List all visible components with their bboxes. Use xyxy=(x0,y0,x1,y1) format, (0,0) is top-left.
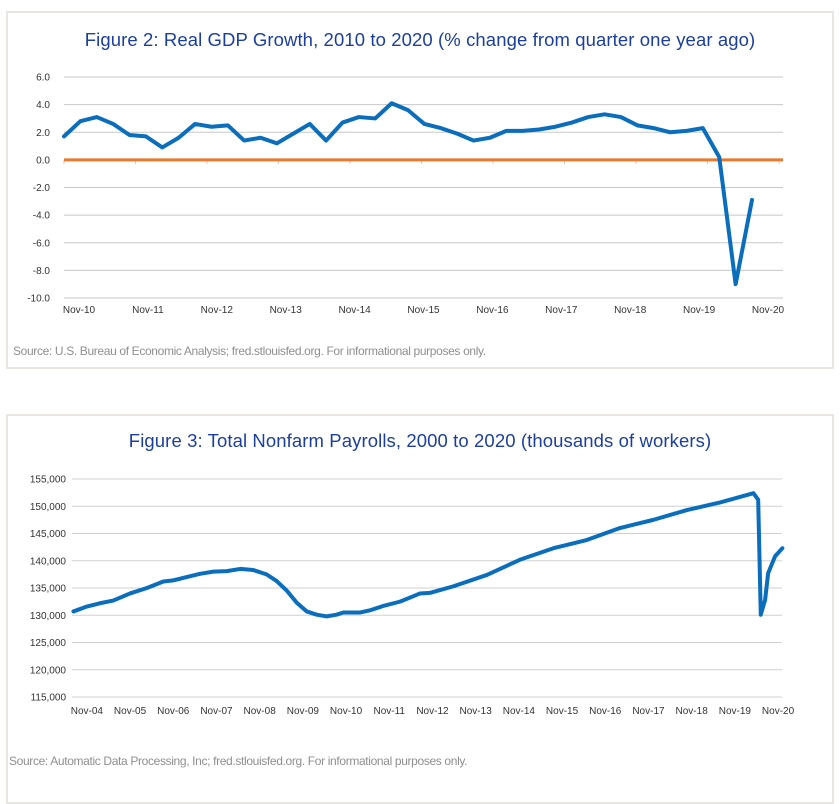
y-tick-label: 120,000 xyxy=(30,665,67,676)
x-tick-label: Nov-17 xyxy=(632,706,665,717)
x-tick-label: Nov-05 xyxy=(114,706,147,717)
y-tick-label: 135,000 xyxy=(30,584,67,595)
x-tick-label: Nov-07 xyxy=(200,706,233,717)
y-tick-label: 155,000 xyxy=(30,475,67,486)
payrolls-line xyxy=(73,493,782,616)
x-tick-label: Nov-14 xyxy=(503,706,536,717)
x-tick-label: Nov-16 xyxy=(589,706,622,717)
y-tick-label: 130,000 xyxy=(30,611,67,622)
x-tick-label: Nov-06 xyxy=(157,706,190,717)
x-tick-label: Nov-12 xyxy=(416,706,449,717)
y-tick-label: 115,000 xyxy=(31,693,67,704)
x-tick-label: Nov-13 xyxy=(460,706,493,717)
y-tick-label: 125,000 xyxy=(30,638,67,649)
x-tick-label: Nov-10 xyxy=(330,706,363,717)
x-tick-label: Nov-18 xyxy=(676,706,709,717)
x-tick-label: Nov-20 xyxy=(762,706,795,717)
x-tick-label: Nov-09 xyxy=(287,706,320,717)
x-tick-label: Nov-19 xyxy=(719,706,752,717)
x-tick-label: Nov-15 xyxy=(546,706,579,717)
x-tick-label: Nov-11 xyxy=(374,706,406,717)
y-tick-label: 150,000 xyxy=(30,502,67,513)
y-tick-label: 145,000 xyxy=(30,529,67,540)
y-tick-label: 140,000 xyxy=(30,556,67,567)
x-tick-label: Nov-08 xyxy=(244,706,277,717)
x-tick-label: Nov-04 xyxy=(71,706,104,717)
